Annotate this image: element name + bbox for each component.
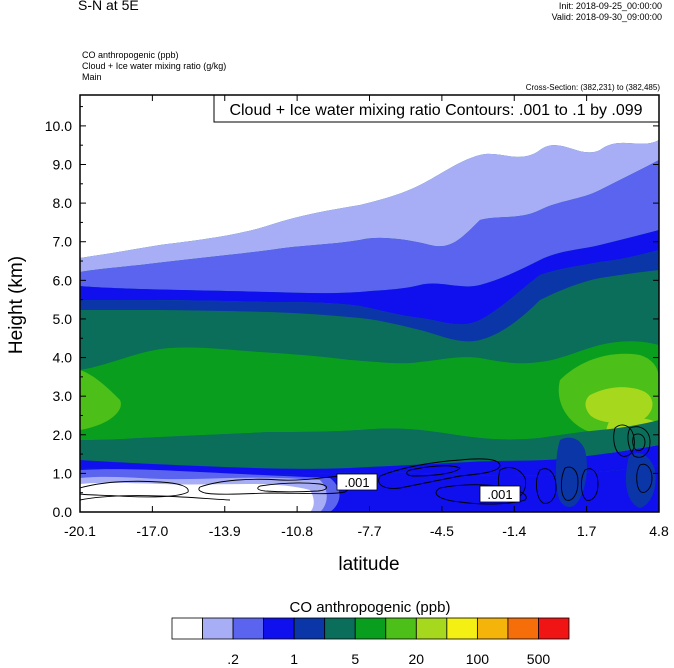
valid-time-label: Valid: 2018-09-30_09:00:00 — [551, 12, 662, 22]
colorbar-label: 1 — [290, 651, 298, 667]
y-tick-label: 7.0 — [53, 234, 73, 250]
init-time-label: Init: 2018-09-25_00:00:00 — [558, 1, 662, 11]
x-tick-label: -1.4 — [502, 523, 526, 539]
field-label-main: Main — [82, 72, 102, 82]
x-tick-label: 4.8 — [649, 523, 669, 539]
contour-label-1: .001 — [344, 475, 369, 490]
colorbar-swatch — [446, 617, 478, 640]
x-tick-label: -17.0 — [136, 523, 168, 539]
y-tick-label: 6.0 — [53, 272, 73, 288]
plot-title: S-N at 5E — [78, 0, 139, 13]
y-tick-label: 8.0 — [53, 195, 73, 211]
contour-label-group: .001 .001 — [336, 473, 521, 503]
colorbar-label: 20 — [409, 651, 425, 667]
y-tick-label: 2.0 — [53, 427, 73, 443]
colorbar-swatch — [324, 617, 356, 640]
field-label-cloud: Cloud + Ice water mixing ratio (g/kg) — [82, 61, 227, 71]
x-tick-label: -4.5 — [430, 523, 454, 539]
colorbar-swatch — [263, 617, 295, 640]
colorbar-title: CO anthropogenic (ppb) — [290, 599, 451, 616]
colorbar-label: 500 — [527, 651, 551, 667]
cross-section-label: Cross-Section: (382,231) to (382,485) — [525, 83, 660, 92]
y-tick-label: 10.0 — [45, 118, 72, 134]
colorbar-swatch — [293, 617, 326, 640]
colorbar-swatch — [385, 617, 417, 640]
heatmap-fill — [80, 95, 659, 512]
x-tick-label: -7.7 — [357, 523, 381, 539]
y-tick-label: 4.0 — [53, 350, 73, 366]
y-tick-label: 5.0 — [53, 311, 73, 327]
colorbar: .2 1 5 20 100 500 — [171, 617, 570, 667]
y-tick-label: 0.0 — [53, 504, 73, 520]
colorbar-swatch — [476, 617, 509, 640]
contour-info-label: Cloud + Ice water mixing ratio Contours:… — [229, 102, 642, 119]
axes-layer: -20.1 -17.0 -13.9 -10.8 -7.7 -4.5 -1.4 1.7 4.8 0.… — [45, 95, 669, 539]
colorbar-label: 100 — [466, 651, 490, 667]
x-axis-label: latitude — [338, 554, 399, 575]
y-tick-label: 3.0 — [53, 388, 73, 404]
colorbar-label: .2 — [227, 651, 239, 667]
y-tick-label: 1.0 — [53, 465, 73, 481]
x-tick-label: -13.9 — [209, 523, 241, 539]
x-tick-label: -20.1 — [64, 523, 96, 539]
colorbar-swatch — [202, 617, 234, 640]
x-tick-label: -10.8 — [281, 523, 313, 539]
field-label-co: CO anthropogenic (ppb) — [82, 50, 179, 60]
colorbar-swatch — [538, 617, 570, 640]
y-axis-label: Height (km) — [6, 256, 27, 354]
colorbar-label: 5 — [351, 651, 359, 667]
x-tick-label: 1.7 — [577, 523, 597, 539]
contour-label-2: .001 — [487, 487, 512, 502]
colorbar-swatch — [354, 617, 387, 640]
colorbar-swatch — [171, 617, 203, 640]
colorbar-swatch — [507, 617, 539, 640]
contour-info-box — [213, 94, 660, 123]
y-tick-label: 9.0 — [53, 157, 73, 173]
colorbar-swatch — [232, 617, 265, 640]
colorbar-swatch — [415, 617, 448, 640]
